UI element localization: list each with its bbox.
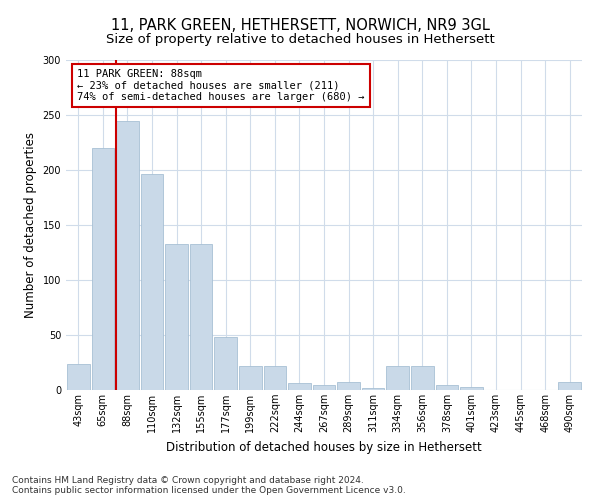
Bar [116,120,139,390]
Bar [214,337,237,390]
Bar [263,366,286,390]
Bar [92,148,114,390]
Bar [411,366,434,390]
X-axis label: Distribution of detached houses by size in Hethersett: Distribution of detached houses by size … [166,440,482,454]
Y-axis label: Number of detached properties: Number of detached properties [24,132,37,318]
Bar [140,174,163,390]
Text: Size of property relative to detached houses in Hethersett: Size of property relative to detached ho… [106,32,494,46]
Bar [190,244,212,390]
Bar [337,382,360,390]
Bar [362,388,385,390]
Bar [386,366,409,390]
Bar [313,384,335,390]
Bar [239,366,262,390]
Text: 11 PARK GREEN: 88sqm
← 23% of detached houses are smaller (211)
74% of semi-deta: 11 PARK GREEN: 88sqm ← 23% of detached h… [77,69,364,102]
Text: 11, PARK GREEN, HETHERSETT, NORWICH, NR9 3GL: 11, PARK GREEN, HETHERSETT, NORWICH, NR9… [110,18,490,32]
Bar [67,364,89,390]
Text: Contains HM Land Registry data © Crown copyright and database right 2024.
Contai: Contains HM Land Registry data © Crown c… [12,476,406,495]
Bar [460,386,483,390]
Bar [165,244,188,390]
Bar [288,384,311,390]
Bar [436,384,458,390]
Bar [559,382,581,390]
